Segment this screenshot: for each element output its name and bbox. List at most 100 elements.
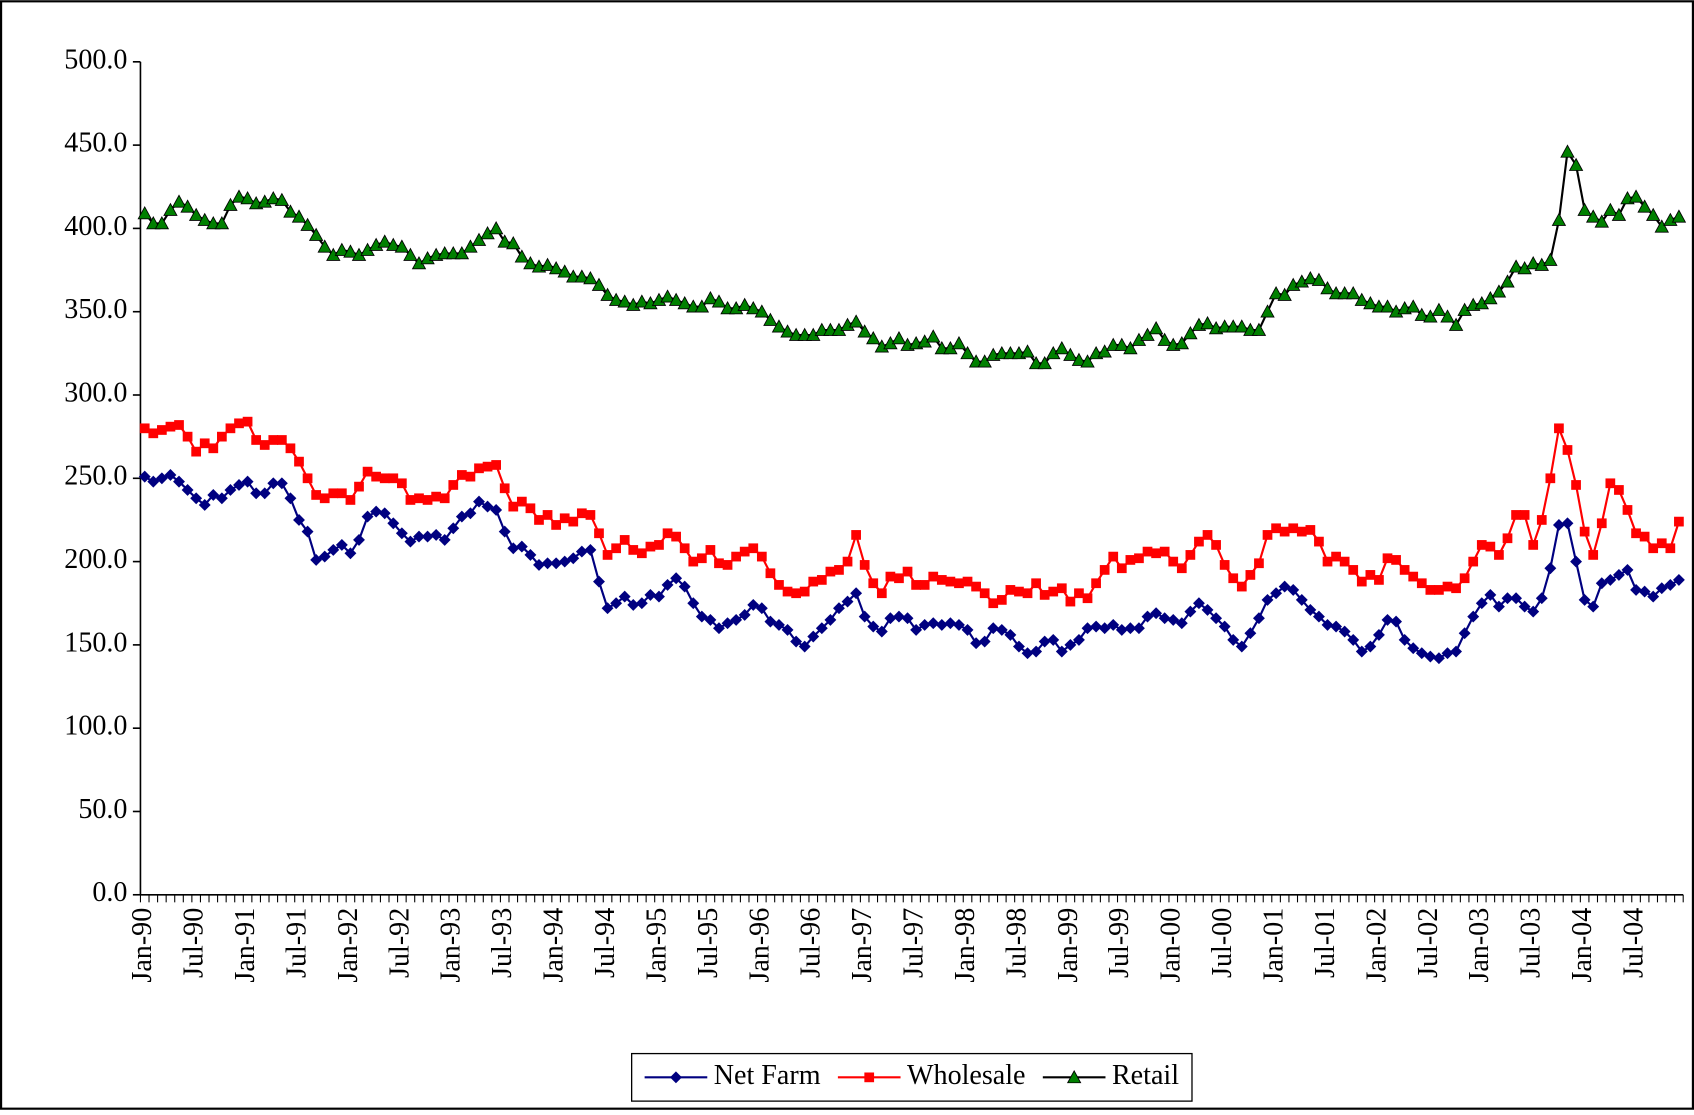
marker [525, 503, 536, 514]
marker [1483, 290, 1498, 305]
marker [654, 540, 664, 550]
marker [739, 546, 750, 557]
marker [1501, 592, 1514, 605]
marker [456, 470, 467, 480]
marker [1073, 633, 1085, 646]
marker [1372, 628, 1385, 641]
marker [1236, 581, 1247, 592]
marker [1123, 340, 1138, 355]
marker [1303, 271, 1318, 285]
marker [308, 227, 324, 241]
marker [395, 527, 408, 540]
marker [1074, 588, 1084, 599]
marker [1082, 593, 1093, 604]
marker [1674, 516, 1684, 527]
x-tick-label: Jan-01 [1259, 908, 1290, 983]
marker [465, 471, 476, 482]
marker [1406, 299, 1421, 313]
y-tick-label: 500.0 [64, 44, 127, 75]
marker [1022, 588, 1033, 599]
marker [1407, 642, 1420, 655]
marker [738, 608, 751, 621]
marker [1468, 556, 1479, 567]
marker [506, 236, 521, 250]
marker [711, 294, 727, 308]
marker [1381, 613, 1394, 626]
marker [164, 469, 177, 481]
marker [1211, 540, 1221, 550]
marker [1279, 526, 1290, 537]
marker [138, 470, 151, 483]
marker [310, 553, 323, 566]
marker [558, 555, 571, 568]
marker [328, 488, 339, 499]
marker [274, 192, 290, 206]
marker [447, 522, 460, 535]
x-tick-label: Jan-03 [1464, 908, 1495, 983]
y-tick-label: 200.0 [64, 544, 127, 575]
marker [1434, 585, 1444, 595]
marker [542, 510, 553, 520]
marker [705, 545, 716, 555]
legend: Net Farm Wholesale Retail [631, 1052, 1193, 1102]
marker [1645, 207, 1661, 221]
marker [377, 234, 392, 248]
marker [714, 558, 724, 569]
y-tick-label: 50.0 [78, 794, 127, 825]
marker [1063, 347, 1078, 361]
marker [1296, 526, 1307, 537]
marker [771, 319, 787, 333]
marker [1176, 563, 1187, 574]
marker [885, 571, 896, 582]
marker [851, 530, 861, 540]
marker [1639, 531, 1650, 542]
marker [576, 508, 587, 519]
marker [268, 435, 279, 445]
marker [1346, 285, 1361, 300]
marker [611, 543, 621, 554]
marker [1440, 309, 1455, 323]
marker [455, 510, 468, 523]
marker [926, 329, 941, 343]
marker [405, 495, 416, 505]
x-tick-label: Jul-94 [590, 908, 621, 978]
x-tick-label: Jul-93 [487, 908, 518, 978]
marker [748, 543, 759, 554]
marker [334, 242, 350, 256]
marker [396, 478, 407, 489]
marker [1535, 592, 1548, 605]
marker [163, 202, 178, 216]
marker [1500, 274, 1515, 288]
marker [825, 566, 836, 577]
marker [438, 533, 451, 546]
marker [951, 335, 967, 350]
marker [721, 617, 734, 630]
marker [1005, 585, 1016, 595]
marker [197, 212, 212, 226]
x-tick-label: Jul-91 [281, 908, 312, 978]
marker [137, 206, 152, 220]
marker [944, 617, 957, 630]
x-tick-label: Jan-95 [641, 908, 672, 983]
marker [842, 556, 853, 567]
marker [1148, 320, 1164, 335]
marker [1193, 597, 1205, 610]
marker [1571, 480, 1581, 490]
marker [1551, 212, 1567, 226]
marker [1491, 284, 1507, 298]
marker [234, 418, 244, 429]
marker [345, 495, 356, 505]
marker [515, 540, 528, 553]
marker [671, 531, 681, 542]
marker [1320, 280, 1335, 295]
marker [361, 510, 374, 523]
marker [790, 635, 803, 648]
x-tick-label: Jan-99 [1053, 908, 1084, 983]
marker [763, 312, 778, 326]
marker [1014, 586, 1024, 597]
marker [1568, 157, 1584, 171]
x-tick-label: Jul-03 [1516, 908, 1547, 978]
marker [608, 292, 624, 306]
marker [139, 423, 150, 434]
marker [182, 431, 193, 442]
